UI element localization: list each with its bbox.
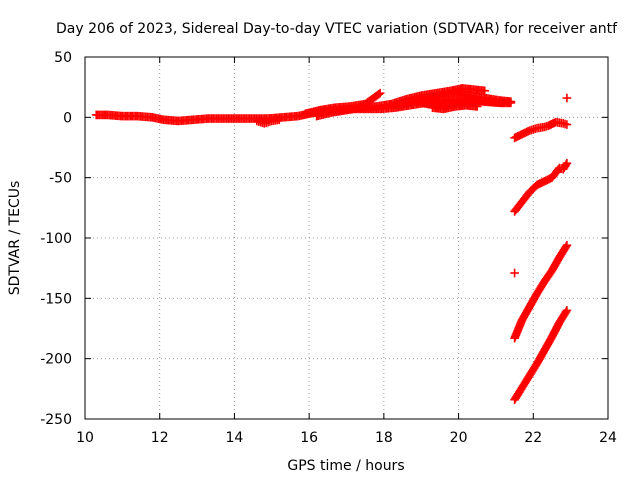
data-point: [562, 158, 572, 168]
data-point-fill: [374, 89, 384, 99]
data-point-fill: [561, 160, 571, 169]
data-point-fill: [561, 307, 571, 317]
x-tick-label: 22: [524, 430, 542, 446]
x-tick-label: 18: [375, 430, 393, 446]
data-point: [562, 240, 572, 250]
y-tick-labels: 50 0 -50 -100 -150 -200 -250: [40, 50, 72, 428]
y-axis-title: SDTVAR / TECUs: [7, 181, 23, 296]
y-tick-label: -150: [40, 291, 72, 307]
data-point: [562, 306, 572, 315]
x-tick-label: 20: [450, 430, 468, 446]
data-point: [472, 102, 482, 111]
y-tick-label: -200: [40, 352, 72, 368]
x-tick-label: 12: [151, 430, 169, 446]
x-tick-label: 16: [300, 430, 318, 446]
data-point: [499, 98, 508, 108]
x-tick-label: 14: [226, 430, 244, 446]
data-point: [375, 88, 385, 98]
data-point: [480, 86, 490, 96]
y-tick-label: -250: [40, 412, 72, 428]
y-tick-label: -50: [49, 171, 72, 187]
data-point: [562, 120, 572, 129]
x-tick-labels: 10 12 14 16 18 20 22 24: [76, 430, 617, 446]
x-axis-title: GPS time / hours: [287, 458, 404, 474]
y-tick-label: 50: [54, 50, 72, 66]
chart-title: Day 206 of 2023, Sidereal Day-to-day VTE…: [56, 21, 618, 37]
y-tick-label: 0: [63, 110, 72, 126]
data-point: [506, 97, 516, 106]
data-point: [274, 115, 284, 125]
x-tick-label: 24: [599, 430, 617, 446]
data-point: [562, 93, 572, 103]
data-point-fill: [561, 242, 571, 252]
data-point: [510, 268, 519, 278]
x-tick-label: 10: [76, 430, 94, 446]
data-points: [91, 84, 572, 404]
y-tick-label: -100: [40, 231, 72, 247]
plot-frame: [84, 56, 609, 420]
